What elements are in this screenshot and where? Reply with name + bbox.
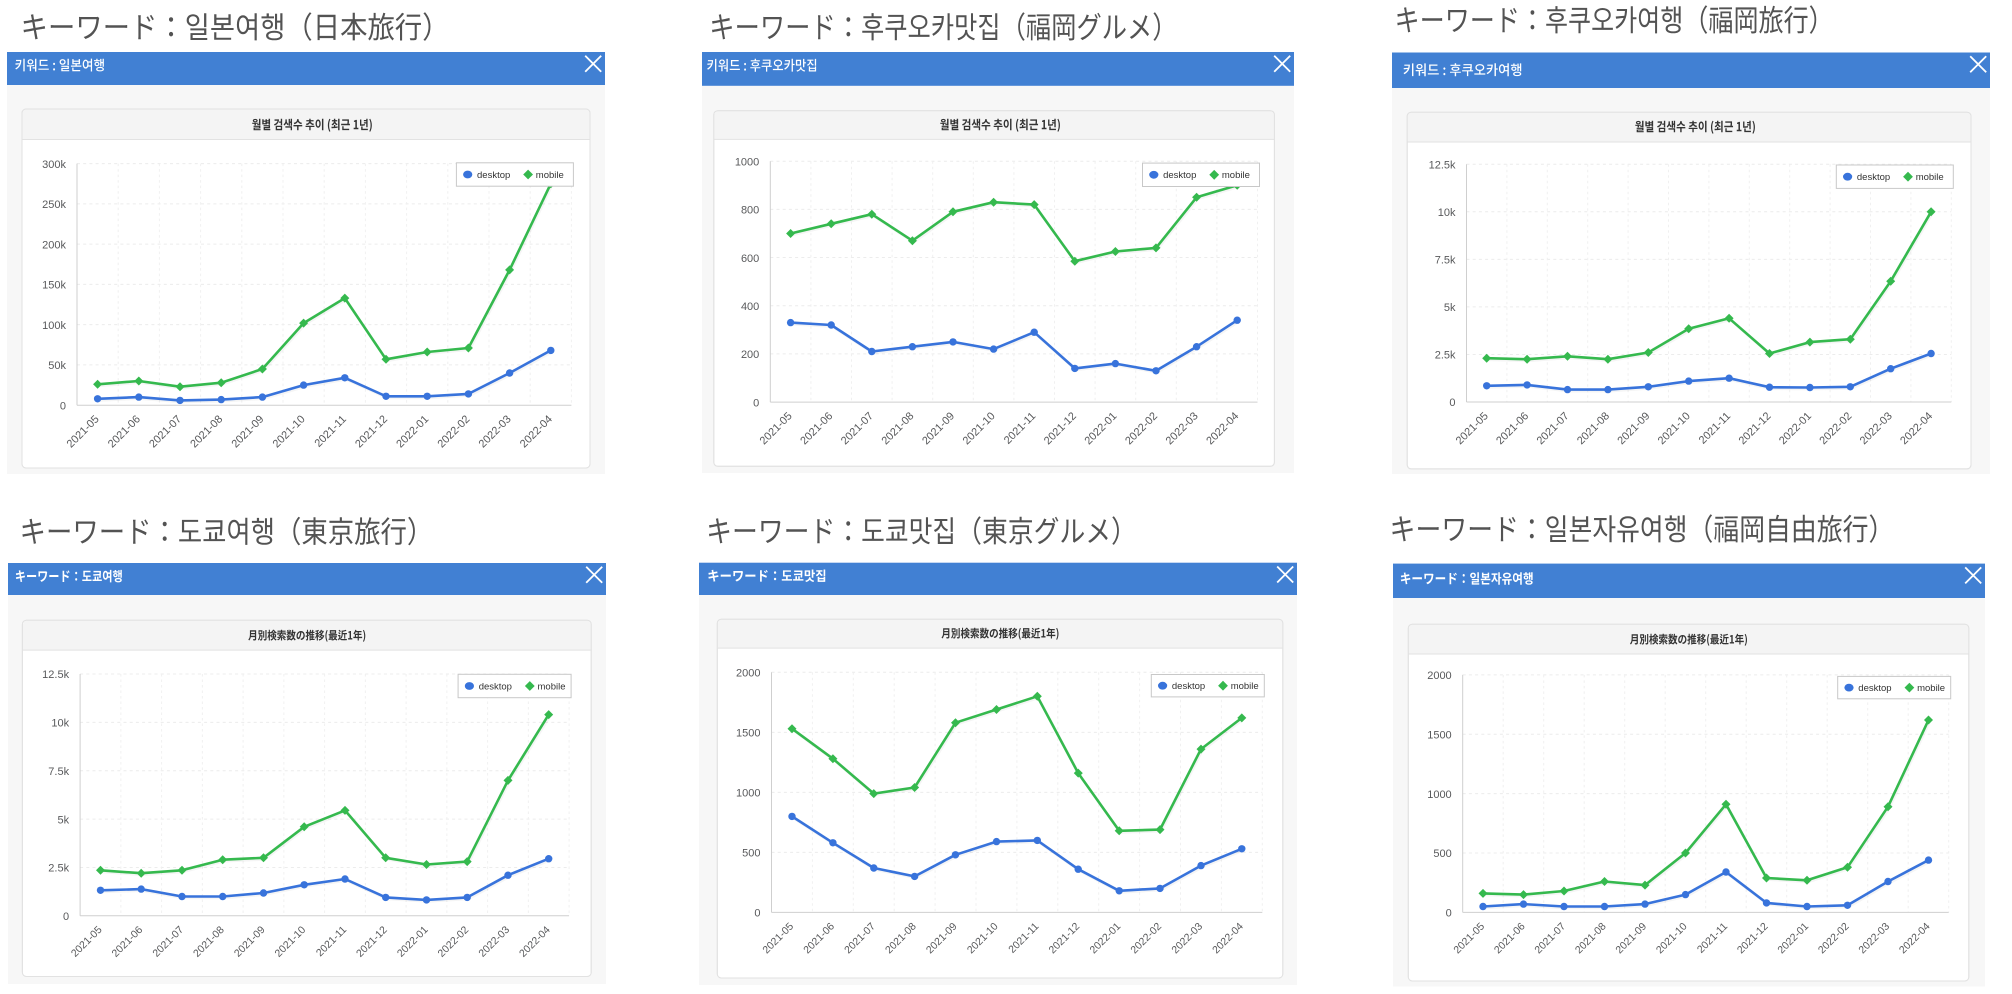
svg-text:1000: 1000 — [1427, 789, 1451, 801]
svg-text:0: 0 — [63, 911, 69, 923]
svg-text:mobile: mobile — [1231, 681, 1259, 692]
svg-text:1000: 1000 — [735, 156, 759, 168]
svg-text:12.5k: 12.5k — [1429, 159, 1456, 171]
svg-text:400: 400 — [741, 301, 759, 313]
svg-text:12.5k: 12.5k — [42, 669, 69, 681]
svg-text:5k: 5k — [1444, 302, 1456, 314]
svg-text:desktop: desktop — [1857, 172, 1890, 183]
svg-text:mobile: mobile — [536, 170, 564, 181]
svg-text:200k: 200k — [42, 239, 66, 251]
svg-text:5k: 5k — [57, 814, 69, 826]
svg-text:7.5k: 7.5k — [48, 766, 69, 778]
svg-text:2000: 2000 — [1427, 670, 1451, 682]
svg-text:500: 500 — [742, 848, 760, 860]
svg-text:mobile: mobile — [1222, 170, 1250, 181]
svg-text:1500: 1500 — [1427, 730, 1451, 742]
svg-text:0: 0 — [1449, 397, 1455, 409]
svg-text:desktop: desktop — [1172, 681, 1205, 692]
svg-text:2.5k: 2.5k — [1435, 350, 1456, 362]
svg-text:800: 800 — [741, 205, 759, 217]
svg-text:desktop: desktop — [477, 170, 510, 181]
svg-text:0: 0 — [754, 908, 760, 920]
svg-text:mobile: mobile — [1916, 172, 1944, 183]
svg-text:desktop: desktop — [479, 681, 512, 692]
svg-text:300k: 300k — [42, 159, 66, 171]
svg-text:0: 0 — [60, 400, 66, 412]
svg-text:10k: 10k — [1438, 207, 1456, 219]
svg-text:200: 200 — [741, 349, 759, 361]
svg-text:2000: 2000 — [736, 668, 760, 680]
svg-text:50k: 50k — [48, 360, 66, 372]
svg-text:100k: 100k — [42, 320, 66, 332]
svg-text:1500: 1500 — [736, 728, 760, 740]
svg-text:0: 0 — [1446, 908, 1452, 920]
svg-text:250k: 250k — [42, 199, 66, 211]
svg-text:10k: 10k — [51, 718, 69, 730]
svg-text:desktop: desktop — [1163, 170, 1196, 181]
svg-text:mobile: mobile — [538, 681, 566, 692]
svg-text:mobile: mobile — [1917, 683, 1945, 694]
svg-text:500: 500 — [1433, 848, 1451, 860]
svg-text:600: 600 — [741, 253, 759, 265]
svg-text:0: 0 — [753, 397, 759, 409]
svg-text:7.5k: 7.5k — [1435, 255, 1456, 267]
svg-text:desktop: desktop — [1858, 683, 1891, 694]
svg-text:150k: 150k — [42, 280, 66, 292]
svg-text:2.5k: 2.5k — [48, 863, 69, 875]
svg-text:1000: 1000 — [736, 788, 760, 800]
